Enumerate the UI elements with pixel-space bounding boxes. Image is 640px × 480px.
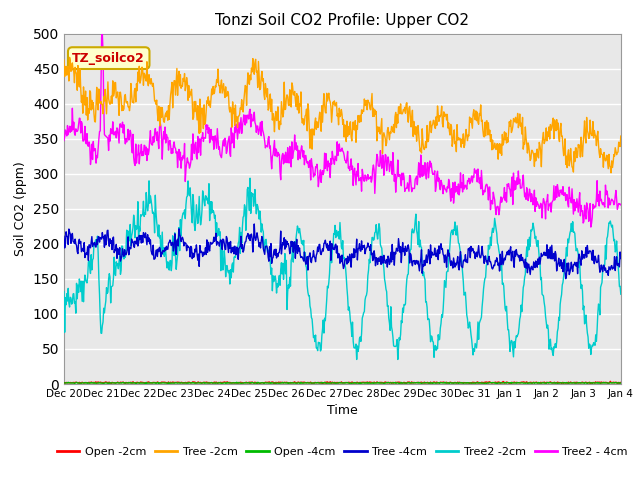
X-axis label: Time: Time xyxy=(327,405,358,418)
Y-axis label: Soil CO2 (ppm): Soil CO2 (ppm) xyxy=(14,161,28,256)
Title: Tonzi Soil CO2 Profile: Upper CO2: Tonzi Soil CO2 Profile: Upper CO2 xyxy=(216,13,469,28)
Legend: Open -2cm, Tree -2cm, Open -4cm, Tree -4cm, Tree2 -2cm, Tree2 - 4cm: Open -2cm, Tree -2cm, Open -4cm, Tree -4… xyxy=(52,442,632,461)
Text: TZ_soilco2: TZ_soilco2 xyxy=(72,52,145,65)
